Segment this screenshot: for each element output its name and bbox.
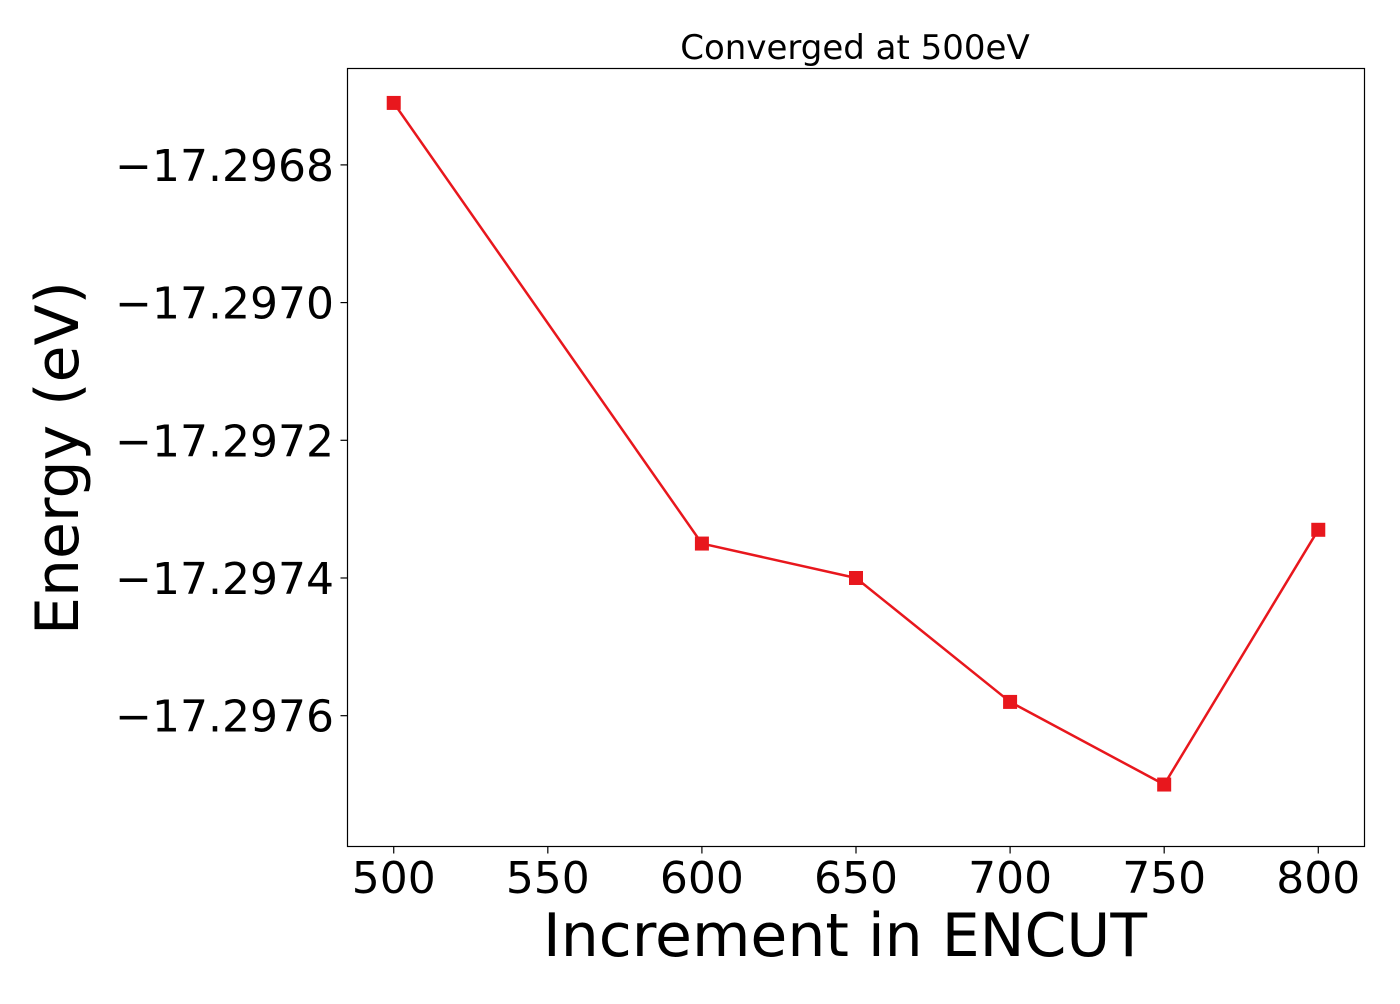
y-axis-label: Energy (eV)	[23, 281, 93, 635]
y-tick-label: −17.2976	[115, 692, 334, 743]
x-axis-label: Increment in ENCUT	[543, 901, 1147, 971]
x-tick-label: 800	[1276, 853, 1360, 904]
x-tick-label: 750	[1122, 853, 1206, 904]
x-axis: 500 550 600 650 700 750 800	[352, 846, 1360, 904]
data-point-marker	[694, 536, 709, 551]
x-tick-label: 500	[352, 853, 436, 904]
y-tick-label: −17.2970	[115, 279, 334, 330]
x-tick-label: 550	[506, 853, 590, 904]
y-tick-label: −17.2972	[115, 416, 334, 467]
series-layer	[386, 95, 1326, 792]
x-tick-label: 650	[814, 853, 898, 904]
y-tick-label: −17.2968	[115, 141, 334, 192]
chart-title: Converged at 500eV	[680, 28, 1029, 68]
data-point-marker	[386, 95, 401, 110]
data-point-marker	[849, 570, 863, 585]
series-line	[392, 102, 1320, 786]
y-axis: −17.2968 −17.2970 −17.2972 −17.2974 −17.2976	[115, 141, 348, 743]
data-point-marker	[1311, 522, 1326, 537]
x-tick-label: 700	[968, 853, 1052, 904]
data-point-marker	[1157, 777, 1172, 792]
data-point-marker	[1003, 694, 1018, 709]
x-tick-label: 600	[660, 853, 744, 904]
y-tick-label: −17.2974	[115, 554, 334, 605]
plot-area-frame	[346, 67, 1366, 848]
